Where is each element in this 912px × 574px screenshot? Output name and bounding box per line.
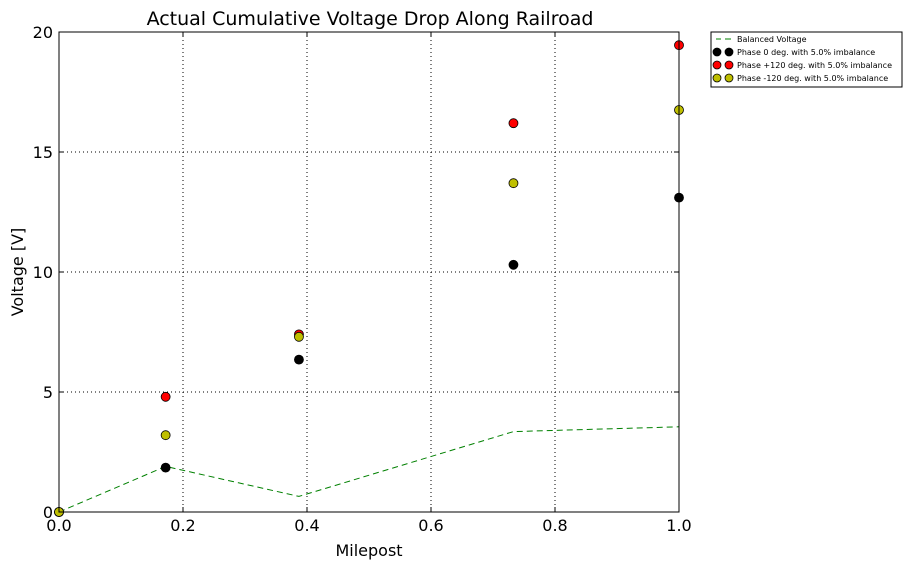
data-point-series-3	[294, 331, 304, 342]
legend-swatch-marker	[712, 73, 722, 83]
y-tick-label: 10	[33, 263, 53, 282]
x-tick-label: 0.8	[542, 516, 567, 535]
legend-swatch-marker	[712, 47, 722, 57]
legend: Balanced Voltage Phase 0 deg. with 5.0% i…	[710, 31, 903, 88]
axis-ticks: 0.0 0.2 0.4 0.6 0.8 1.0 0 5 10 15 20	[33, 23, 692, 535]
data-point-series-1	[160, 462, 171, 473]
legend-swatch-marker	[712, 60, 722, 70]
legend-swatch-marker	[724, 73, 734, 83]
x-tick-label: 1.0	[666, 516, 691, 535]
x-tick-label: 0.4	[294, 516, 319, 535]
data-point-series-1	[294, 354, 304, 365]
x-tick-label: 0.6	[418, 516, 443, 535]
data-point-series-2	[160, 391, 171, 402]
y-tick-label: 15	[33, 143, 53, 162]
y-tick-label: 20	[33, 23, 53, 42]
data-point-series-3	[508, 178, 519, 189]
legend-swatch-marker	[724, 60, 734, 70]
data-point-series-1	[508, 259, 519, 270]
x-tick-label: 0.2	[170, 516, 195, 535]
x-tick-label: 0.0	[46, 516, 71, 535]
plot-series	[54, 40, 684, 517]
legend-box	[710, 31, 903, 88]
legend-label: Balanced Voltage	[737, 35, 807, 44]
y-tick-label: 5	[43, 383, 53, 402]
legend-label: Phase +120 deg. with 5.0% imbalance	[737, 61, 892, 70]
y-axis-label: Voltage [V]	[8, 228, 27, 317]
series-line-balanced-voltage	[58, 426, 680, 513]
x-axis-label: Milepost	[335, 541, 402, 560]
data-point-series-3	[160, 430, 171, 441]
legend-label: Phase 0 deg. with 5.0% imbalance	[737, 48, 875, 57]
data-point-series-2	[508, 118, 519, 129]
legend-label: Phase -120 deg. with 5.0% imbalance	[737, 74, 888, 83]
chart-title: Actual Cumulative Voltage Drop Along Rai…	[147, 8, 594, 30]
legend-swatch-marker	[724, 47, 734, 57]
y-tick-label: 0	[43, 503, 53, 522]
grid	[59, 32, 679, 512]
